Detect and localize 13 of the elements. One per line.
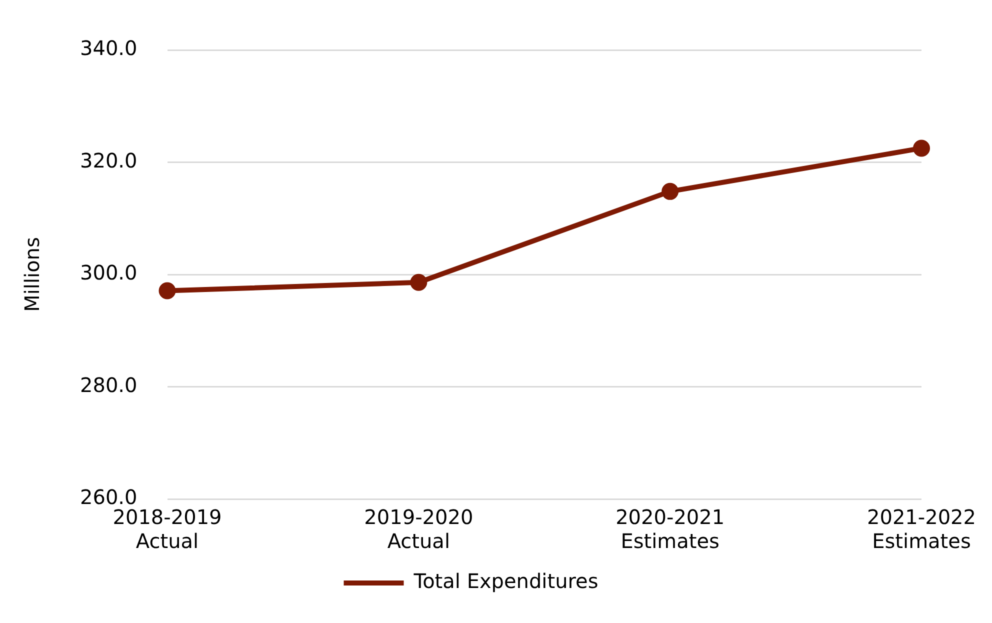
y-tick-label: 300.0 [80,260,138,285]
x-tick-label: 2019-2020 Actual [364,505,474,554]
y-tick-label: 320.0 [80,148,138,172]
y-tick-label: 340.0 [80,36,138,60]
point [912,140,930,157]
x-tick-label: 2021-2022 Estimates [866,505,976,554]
point [662,182,679,200]
y-tick-label: 280.0 [80,372,138,397]
point [158,282,176,300]
point [410,274,428,291]
x-tick-label: 2020-2021 Estimates [616,505,725,554]
legend-label: Total Expenditures [412,569,598,594]
y-axis-title: Millions [20,237,44,312]
